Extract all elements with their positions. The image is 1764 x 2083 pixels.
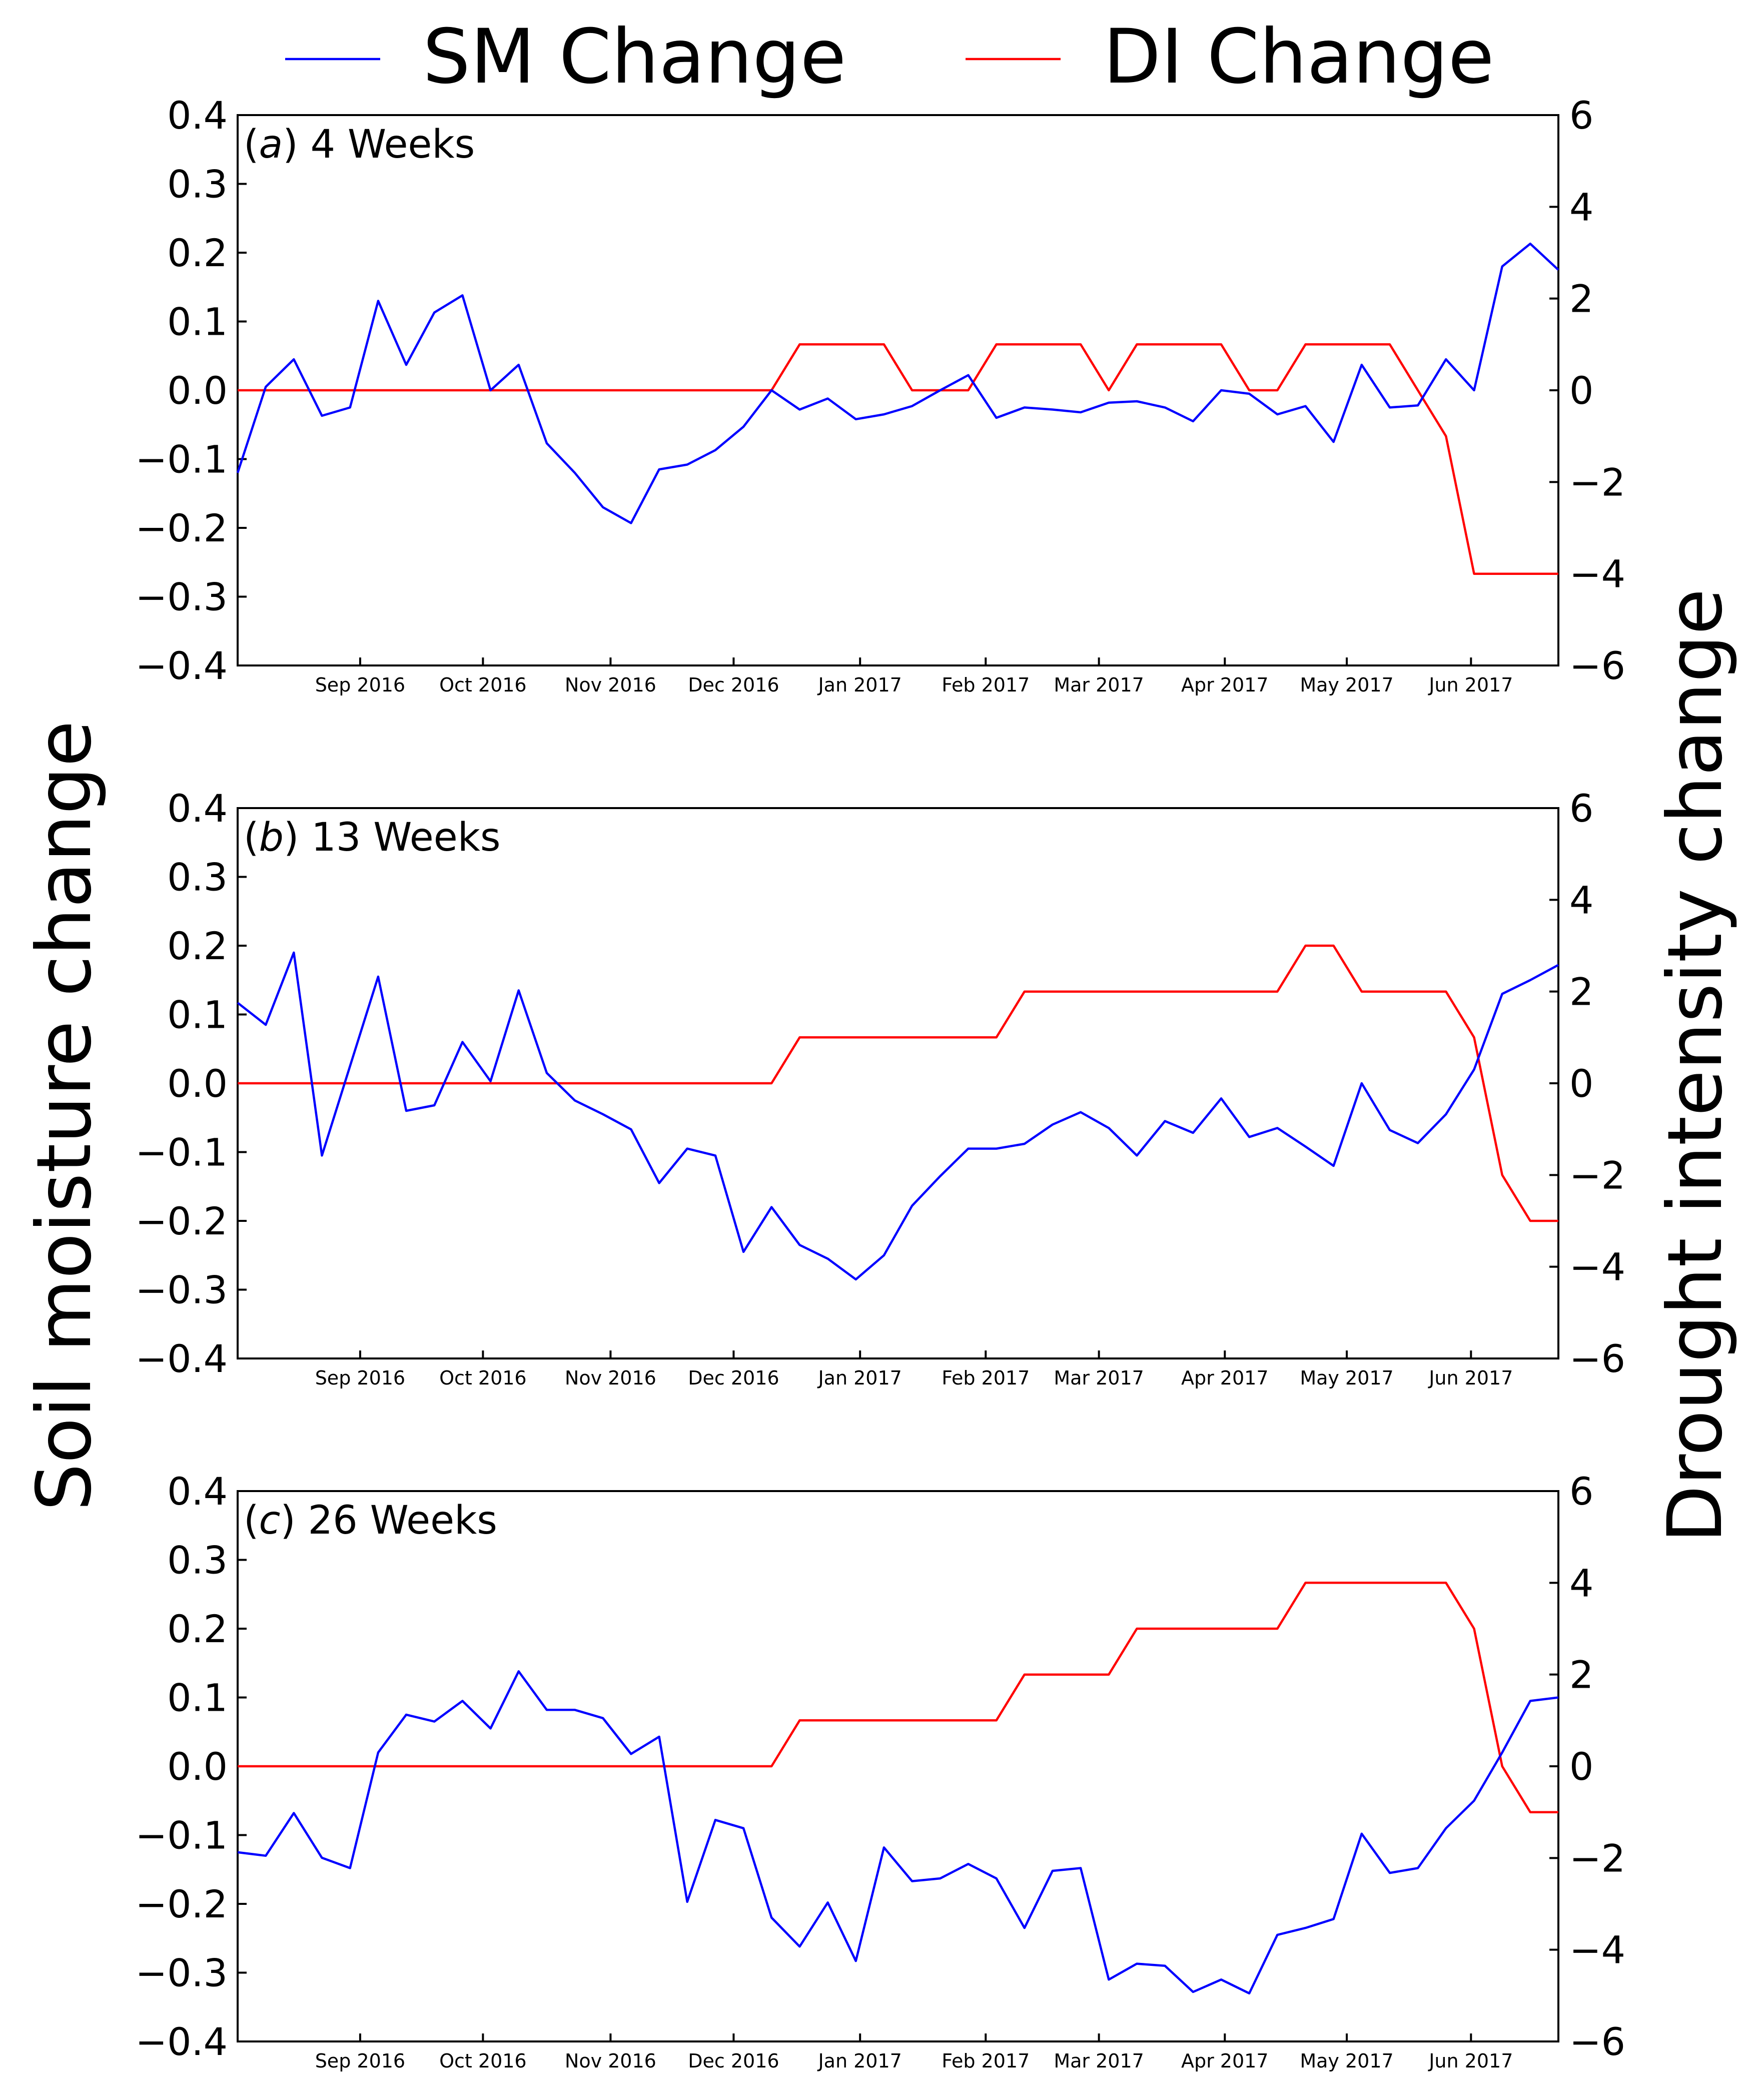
x-tick-label: Mar 2017 [1054,2050,1144,2072]
x-tick-label: Apr 2017 [1181,1367,1269,1389]
x-tick-label: Dec 2016 [688,674,779,696]
x-tick-label: Jun 2017 [1428,674,1513,696]
di-change-series [238,1582,1558,1813]
right-y-tick-label: 0 [1569,1061,1593,1106]
x-tick-label: May 2017 [1300,1367,1393,1389]
x-tick-label: Apr 2017 [1181,2050,1269,2072]
x-tick-label: Jan 2017 [817,1367,902,1389]
right-y-tick-label: −2 [1569,1153,1625,1197]
panel-b-13-weeks: 0.4 0.3 0.2 0.1 0.0 −0.1 −0.2 −0.3 −0.4 6 4 2 0 −2 −4 −… [135,786,1625,1389]
legend: SM Change DI Change [285,14,1494,101]
left-y-tick-label: −0.2 [135,1882,228,1926]
x-tick-label: May 2017 [1300,2050,1393,2072]
x-tick-label: Jun 2017 [1428,2050,1513,2072]
di-change-series [238,944,1558,1222]
left-y-tick-label: −0.1 [135,1813,228,1858]
right-y-tick-label: −6 [1569,1336,1625,1381]
left-y-tick-label: −0.1 [135,437,228,482]
right-y-tick-label: −4 [1569,552,1625,596]
right-y-tick-label: 2 [1569,277,1593,321]
left-y-tick-label: 0.2 [167,924,228,968]
x-tick-label: Mar 2017 [1054,674,1144,696]
panel-label: (a) 4 Weeks [244,122,475,167]
x-tick-label: May 2017 [1300,674,1393,696]
left-y-tick-label: −0.4 [135,1336,228,1381]
right-y-tick-label: −6 [1569,2019,1625,2064]
right-y-tick-label: 2 [1569,1653,1593,1697]
panel-a-4-weeks: 0.4 0.3 0.2 0.1 0.0 −0.1 −0.2 −0.3 −0.4 6 4 2 0 −2 −4 −… [135,93,1625,696]
x-tick-label: Sep 2016 [315,2050,405,2072]
left-y-tick-label: 0.4 [167,1469,228,1514]
right-y-tick-label: 0 [1569,368,1593,413]
x-tick-label: Mar 2017 [1054,1367,1144,1389]
right-y-tick-label: −4 [1569,1245,1625,1289]
left-y-tick-label: 0.4 [167,786,228,831]
x-tick-label: Sep 2016 [315,1367,405,1389]
left-y-tick-label: 0.1 [167,1676,228,1720]
left-y-tick-label: 0.3 [167,1538,228,1583]
x-tick-label: Feb 2017 [942,674,1030,696]
left-y-tick-label: −0.3 [135,575,228,619]
left-y-tick-label: 0.3 [167,855,228,900]
sm-change-series [237,1670,1559,1995]
left-y-tick-label: −0.1 [135,1130,228,1175]
legend-sm-label: SM Change [423,14,846,101]
left-y-tick-label: −0.2 [135,506,228,550]
x-tick-label: Jan 2017 [817,2050,902,2072]
right-y-tick-label: −6 [1569,643,1625,688]
right-y-tick-label: 4 [1569,1561,1593,1605]
x-tick-label: Nov 2016 [565,2050,656,2072]
x-tick-label: Oct 2016 [439,674,527,696]
left-y-tick-label: 0.0 [167,1061,228,1106]
sm-change-series [237,951,1559,1281]
x-tick-label: Jun 2017 [1428,1367,1513,1389]
left-y-tick-label: −0.4 [135,2019,228,2064]
x-tick-label: Feb 2017 [942,1367,1030,1389]
right-y-tick-label: −4 [1569,1928,1625,1972]
di-change-series [238,343,1558,575]
x-tick-label: Nov 2016 [565,1367,656,1389]
right-y-tick-label: −2 [1569,460,1625,504]
right-y-tick-label: 4 [1569,878,1593,922]
x-tick-label: Sep 2016 [315,674,405,696]
left-y-tick-label: 0.1 [167,300,228,344]
left-y-tick-label: 0.3 [167,162,228,207]
left-y-tick-label: −0.3 [135,1951,228,1995]
right-y-tick-label: −2 [1569,1836,1625,1880]
left-y-tick-label: −0.4 [135,643,228,688]
right-y-tick-label: 6 [1569,786,1593,831]
x-tick-label: Dec 2016 [688,2050,779,2072]
right-y-tick-label: 2 [1569,970,1593,1014]
panel-label: (c) 26 Weeks [244,1498,497,1543]
x-tick-label: Oct 2016 [439,2050,527,2072]
right-y-axis-label: Drought intensity change [1652,588,1739,1543]
left-y-tick-label: 0.2 [167,231,228,275]
right-y-tick-label: 4 [1569,185,1593,229]
left-y-tick-label: 0.4 [167,93,228,138]
left-y-tick-label: 0.0 [167,368,228,413]
sm-change-series [236,242,1559,524]
left-y-tick-label: 0.2 [167,1607,228,1651]
x-tick-label: Nov 2016 [565,674,656,696]
left-y-tick-label: −0.3 [135,1268,228,1312]
right-y-tick-label: 6 [1569,93,1593,138]
x-tick-label: Oct 2016 [439,1367,527,1389]
x-tick-label: Jan 2017 [817,674,902,696]
right-y-tick-label: 6 [1569,1469,1593,1514]
legend-di-label: DI Change [1103,14,1494,101]
panel-label: (b) 13 Weeks [244,815,501,860]
x-tick-label: Dec 2016 [688,1367,779,1389]
x-tick-label: Feb 2017 [942,2050,1030,2072]
left-y-axis-label: Soil moisture change [21,721,108,1511]
left-y-tick-label: 0.0 [167,1744,228,1789]
right-y-tick-label: 0 [1569,1744,1593,1789]
left-y-tick-label: 0.1 [167,993,228,1037]
left-y-tick-label: −0.2 [135,1199,228,1243]
x-tick-label: Apr 2017 [1181,674,1269,696]
panel-c-26-weeks: 0.4 0.3 0.2 0.1 0.0 −0.1 −0.2 −0.3 −0.4 6 4 2 0 −2 −4 −… [135,1469,1625,2072]
